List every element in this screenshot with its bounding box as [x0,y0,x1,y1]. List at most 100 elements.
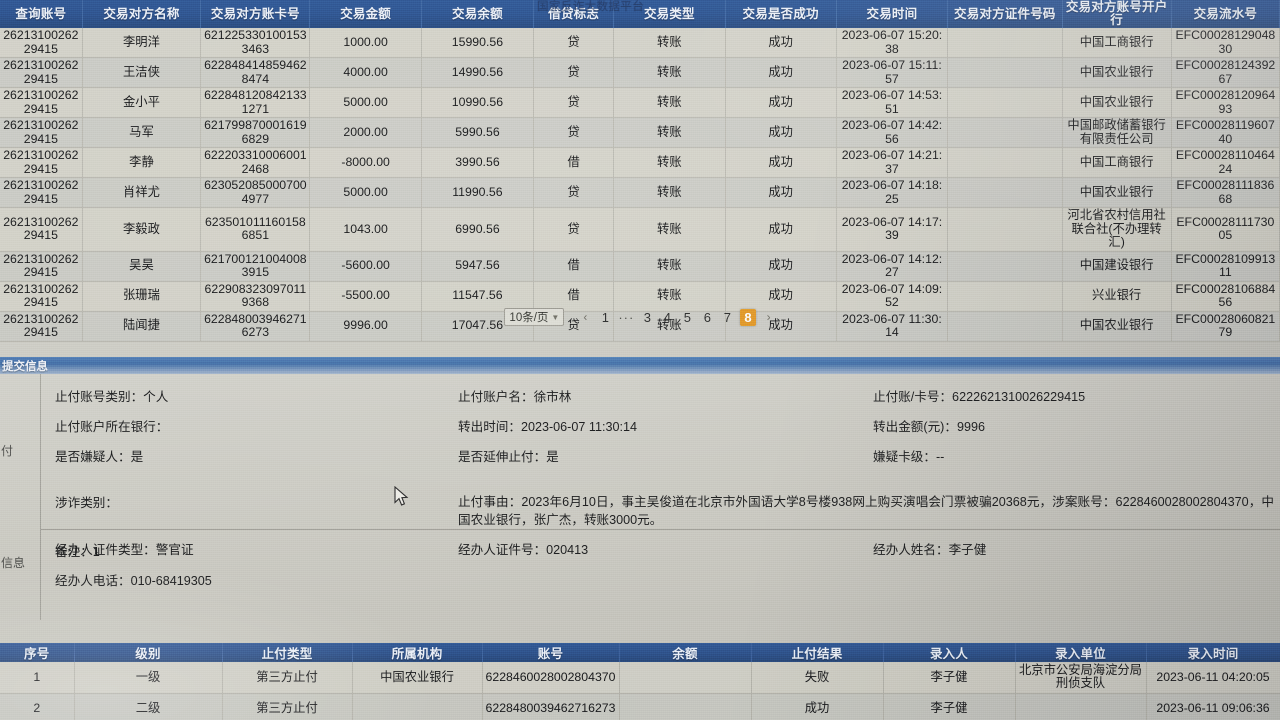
cell-transaction-time: 2023-06-07 14:17:39 [836,207,949,252]
col-level[interactable]: 级别 [74,643,223,662]
page-button-8-current[interactable]: 8 [740,308,756,326]
cell-transaction-type: 转账 [613,117,726,148]
col-seq[interactable]: 序号 [0,643,75,662]
table-row[interactable]: 2621310026229415 李明洋 6212253301001533463 10… [0,28,1280,58]
info-row-account: 止付账号类别：个人 止付账户名：徐市林 止付账/卡号：6222621310026… [41,382,1280,412]
col-entry-time[interactable]: 录入时间 [1146,643,1280,662]
cell-amount: 4000.00 [309,57,422,88]
cell-counterparty-id-no [947,57,1063,88]
field-account-name: 止付账户名：徐市林 [458,390,572,404]
tab-submit-info[interactable]: 提交信息 [2,361,48,373]
cell-counterparty-card: 6217001210040083915 [200,251,311,282]
cell-transaction-type: 转账 [613,28,726,58]
field-account-category: 止付账号类别：个人 [55,390,169,404]
col-balance[interactable]: 交易余额 [421,0,535,28]
cell-counterparty-name: 吴昊 [82,251,202,282]
table-row[interactable]: 2 二级 第三方止付 6228480039462716273 成功 李子健 2023-06-… [0,693,1280,720]
col-org[interactable]: 所属机构 [352,643,483,662]
cell-transaction-time: 2023-06-07 14:53:51 [836,87,949,118]
col-debit-credit-flag[interactable]: 借贷标志 [533,0,615,28]
field-transfer-amount: 转出金额(元)：9996 [873,420,985,434]
cell-balance: 11990.56 [421,177,535,208]
cell-amount: 1000.00 [309,28,422,58]
table-row[interactable]: 2621310026229415 肖祥尤 6230520850007004977 50… [0,177,1280,208]
table-row[interactable]: 2621310026229415 李毅政 6235010111601586851 10… [0,207,1280,252]
cell-transaction-serial: EFC0002812904830 [1171,28,1280,58]
cell-transaction-time: 2023-06-07 14:12:27 [836,251,949,282]
cell-transaction-type: 转账 [613,311,726,342]
col-balance2[interactable]: 余额 [619,643,752,662]
col-stop-type[interactable]: 止付类型 [222,643,353,662]
table-row[interactable]: 2621310026229415 马军 6217998700016196829 200… [0,117,1280,148]
col-transaction-time[interactable]: 交易时间 [836,0,949,28]
col-counterparty-id-no[interactable]: 交易对方证件号码 [947,0,1063,28]
page-button-1[interactable]: 1 [601,309,609,325]
col-entry-user[interactable]: 录入人 [883,643,1016,662]
cell-balance: 5947.56 [421,251,535,282]
col-counterparty-bank[interactable]: 交易对方账号开户行 [1062,0,1172,28]
cell-transaction-success: 成功 [725,177,837,208]
table-row[interactable]: 2621310026229415 金小平 6228481208421331271 50… [0,87,1280,118]
cell-balance: 3990.56 [421,147,535,178]
cell-debit-credit-flag: 贷 [533,207,615,252]
page-button-6[interactable]: 6 [703,309,711,325]
cell-balance: 14990.56 [421,57,535,88]
operator-info-grid: 经办人证件类型：警官证 经办人证件号：020413 经办人姓名：李子健 经办人电… [41,531,1280,596]
cell-transaction-type: 转账 [613,177,726,208]
cell-counterparty-bank: 中国建设银行 [1062,251,1172,282]
page-button-5[interactable]: 5 [683,309,691,325]
submit-info-grid: 止付账号类别：个人 止付账户名：徐市林 止付账/卡号：6222621310026… [41,374,1280,565]
cell-amount: -5600.00 [309,251,422,282]
col-amount[interactable]: 交易金额 [309,0,422,28]
edge-label-info: 信息 [1,556,26,570]
prev-page-button[interactable]: ‹ [583,310,588,324]
cell-query-account: 2621310026229415 [0,281,83,312]
table-row[interactable]: 1 一级 第三方止付 中国农业银行 6228460028002804370 失败 李子健 北京… [0,662,1280,694]
field-fraud-category: 涉诈类别： [55,496,118,510]
col-transaction-serial[interactable]: 交易流水号 [1171,0,1280,28]
cell-counterparty-name: 张珊瑞 [82,281,202,312]
cell-counterparty-name: 李明洋 [82,28,202,58]
col-entry-unit[interactable]: 录入单位 [1015,643,1147,662]
table-row[interactable]: 2621310026229415 吴昊 6217001210040083915 -56… [0,251,1280,282]
cell-transaction-time: 2023-06-07 11:30:14 [836,311,949,342]
cell-transaction-success: 成功 [725,117,837,148]
col-query-account[interactable]: 查询账号 [0,0,83,28]
cell-transaction-type: 转账 [613,251,726,282]
transaction-table: 查询账号 交易对方名称 交易对方账卡号 交易金额 交易余额 借贷标志 交易类型 … [0,0,1280,342]
page-size-label: 10条/页 [509,312,549,324]
cell-debit-credit-flag: 贷 [533,57,615,88]
table-row[interactable]: 2621310026229415 张珊瑞 6229083230970119368 -5… [0,281,1280,312]
stop-payment-table-body: 1 一级 第三方止付 中国农业银行 6228460028002804370 失败 李子健 北京… [0,662,1280,720]
page-button-4[interactable]: 4 [663,309,671,325]
col-transaction-success[interactable]: 交易是否成功 [725,0,837,28]
col-stop-result[interactable]: 止付结果 [751,643,884,662]
table-row[interactable]: 2621310026229415 王洁侠 6228484148594628474 40… [0,57,1280,88]
page-ellipsis[interactable]: ··· [618,309,635,325]
cell-entry-user: 李子健 [883,662,1016,694]
col-transaction-type[interactable]: 交易类型 [613,0,726,28]
field-transfer-time: 转出时间：2023-06-07 11:30:14 [458,420,637,434]
field-stop-reason-text: 2023年6月10日，事主吴俊道在北京市外国语大学8号楼938网上购买演唱会门票… [458,495,1274,527]
cell-entry-unit: 北京市公安局海淀分局刑侦支队 [1015,662,1147,694]
cell-balance: 10990.56 [421,87,535,118]
cell-counterparty-id-no [947,177,1063,208]
platform-watermark: 国家反诈大数据平台 [537,1,645,13]
cell-balance: 11547.56 [421,281,535,312]
page-button-3[interactable]: 3 [643,309,651,325]
col-counterparty-card[interactable]: 交易对方账卡号 [200,0,311,28]
cell-counterparty-name: 李静 [82,147,202,178]
stop-payment-header-row: 序号 级别 止付类型 所属机构 账号 余额 止付结果 录入人 录入单位 录入时间 [0,643,1280,662]
page-size-select[interactable]: 10条/页 ▼ [504,308,565,326]
next-page-button[interactable]: › [766,310,771,324]
cell-level: 二级 [74,693,223,720]
cell-counterparty-card: 6217998700016196829 [200,117,311,148]
cell-entry-user: 李子健 [883,693,1016,720]
page-button-7[interactable]: 7 [723,309,731,325]
cell-counterparty-card: 6222033100060012468 [200,147,311,178]
cell-transaction-serial: EFC0002810991311 [1171,251,1280,282]
col-counterparty-name[interactable]: 交易对方名称 [82,0,202,28]
col-account-no[interactable]: 账号 [482,643,620,662]
table-row[interactable]: 2621310026229415 李静 6222033100060012468 -80… [0,147,1280,178]
